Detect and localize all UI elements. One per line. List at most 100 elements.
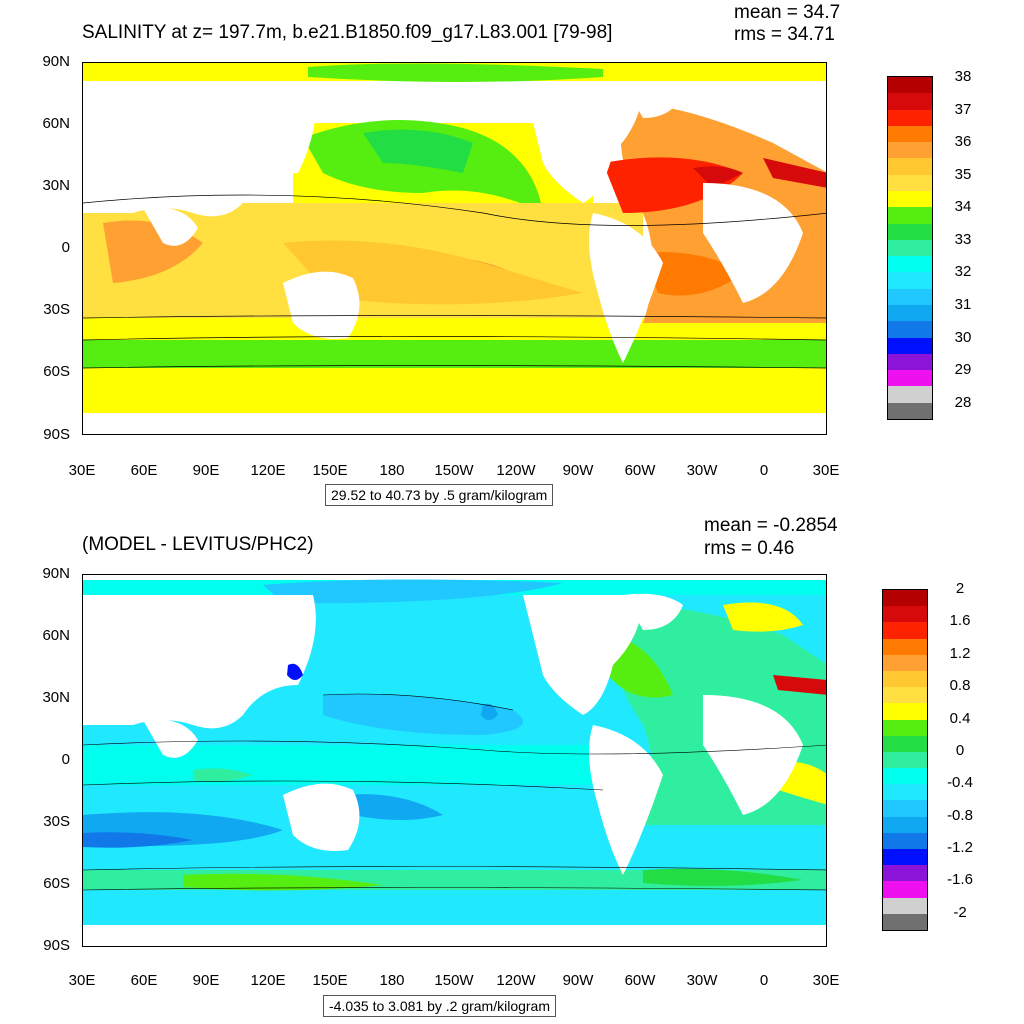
colorbar-label: 0.4: [949, 709, 971, 727]
okhotsk-blue: [287, 663, 303, 680]
colorbar-swatch: [883, 816, 927, 833]
colorbar-swatch: [888, 370, 932, 387]
arctic-blue: [263, 579, 563, 604]
colorbar-label: 29: [954, 361, 972, 379]
lat-label: 30S: [43, 301, 70, 318]
africa-land: [703, 695, 803, 815]
colorbar-swatch: [883, 751, 927, 769]
panel1-title: SALINITY at z= 197.7m, b.e21.B1850.f09_g…: [82, 22, 613, 43]
n-pacific-green: [303, 120, 543, 213]
panel1-colorbar: 38 37 36 35 34 33 32 31 30 29 28: [887, 68, 1007, 420]
colorbar-label: 0: [955, 741, 965, 759]
antarctica-land: [83, 413, 826, 434]
colorbar-swatch: [883, 590, 927, 607]
australia-land: [283, 271, 360, 339]
panel2-range-label: -4.035 to 3.081 by .2 gram/kilogram: [323, 995, 557, 1017]
colorbar-swatch: [883, 687, 927, 704]
lat-label: 0: [61, 751, 70, 768]
colorbar-swatch: [883, 638, 927, 655]
colorbar-label: 33: [954, 230, 972, 248]
colorbar-swatch: [883, 832, 927, 849]
colorbar-swatch: [888, 77, 932, 94]
colorbar-swatch: [883, 784, 927, 801]
greenland-land: [623, 593, 683, 630]
lat-label: 90N: [42, 565, 70, 582]
lat-label: 90S: [43, 426, 70, 443]
colorbar-label: 1.6: [949, 612, 971, 630]
lon-label: 60E: [130, 972, 158, 989]
lat-label: 60N: [42, 627, 70, 644]
colorbar-label: -1.6: [947, 871, 973, 889]
colorbar-swatch: [883, 881, 927, 898]
lon-label: 120E: [250, 972, 286, 989]
panel2-rms: rms = 0.46: [704, 538, 795, 559]
southern-ocean-green: [83, 340, 826, 368]
panel1-colorbar-swatches: [887, 76, 933, 420]
colorbar-label: 31: [954, 296, 972, 313]
north-america-land: [523, 595, 643, 715]
colorbar-swatch: [883, 654, 927, 671]
colorbar-swatch: [883, 897, 927, 914]
south-america-land: [589, 213, 663, 363]
salinity-map: [82, 62, 827, 435]
india-land: [143, 207, 198, 246]
colorbar-swatch: [888, 223, 932, 240]
lon-label: 30W: [686, 462, 718, 479]
colorbar-swatch: [883, 703, 927, 720]
difference-map: [82, 574, 827, 947]
colorbar-swatch: [888, 272, 932, 289]
colorbar-swatch: [888, 353, 932, 371]
lon-label: 0: [759, 972, 769, 989]
lon-label: 30W: [686, 972, 718, 989]
colorbar-swatch: [883, 622, 927, 639]
difference-map-svg: [83, 575, 826, 946]
colorbar-label: -0.8: [947, 806, 973, 824]
colorbar-label: 32: [954, 263, 972, 281]
colorbar-swatch: [883, 768, 927, 785]
colorbar-swatch: [883, 865, 927, 882]
lat-label: 60N: [42, 115, 70, 132]
lon-label: 120W: [496, 462, 536, 479]
lat-label: 30S: [43, 813, 70, 830]
lon-label: 30E: [812, 462, 840, 479]
lat-label: 90N: [42, 53, 70, 70]
africa-land: [703, 183, 803, 303]
arctic-green-region: [308, 63, 603, 82]
colorbar-swatch: [888, 239, 932, 257]
india-land: [143, 719, 198, 758]
colorbar-label: 36: [954, 133, 972, 151]
lon-label: 0: [759, 462, 769, 479]
med-outflow: [763, 158, 826, 188]
colorbar-swatch: [883, 849, 927, 866]
panel2-title: (MODEL - LEVITUS/PHC2): [82, 534, 314, 555]
lon-label: 90W: [562, 462, 594, 479]
colorbar-swatch: [883, 606, 927, 623]
colorbar-label: -1.2: [947, 839, 973, 857]
lon-label: 30E: [68, 462, 96, 479]
colorbar-label: 37: [954, 100, 972, 118]
colorbar-swatch: [888, 402, 932, 419]
colorbar-swatch: [883, 800, 927, 817]
lon-label: 30E: [812, 972, 840, 989]
lon-label: 150W: [434, 972, 474, 989]
south-america-land: [589, 725, 663, 875]
lon-label: 90E: [192, 972, 220, 989]
panel1-rms: rms = 34.71: [734, 24, 835, 45]
panel2-mean: mean = -0.2854: [704, 515, 838, 536]
colorbar-label: 1.2: [949, 644, 971, 662]
lon-label: 60E: [130, 462, 158, 479]
lon-label: 60W: [624, 462, 656, 479]
lat-label: 60S: [43, 363, 70, 380]
lon-label: 180: [379, 972, 405, 989]
colorbar-swatch: [888, 304, 932, 322]
colorbar-label: 30: [954, 328, 972, 346]
colorbar-swatch: [888, 109, 932, 126]
lat-label: 0: [61, 239, 70, 256]
colorbar-label: 0.8: [949, 677, 971, 695]
colorbar-swatch: [888, 337, 932, 354]
lon-label: 30E: [68, 972, 96, 989]
lon-label: 150W: [434, 462, 474, 479]
panel1-mean: mean = 34.7: [734, 2, 841, 23]
lat-label: 30N: [42, 177, 70, 194]
colorbar-swatch: [888, 386, 932, 403]
